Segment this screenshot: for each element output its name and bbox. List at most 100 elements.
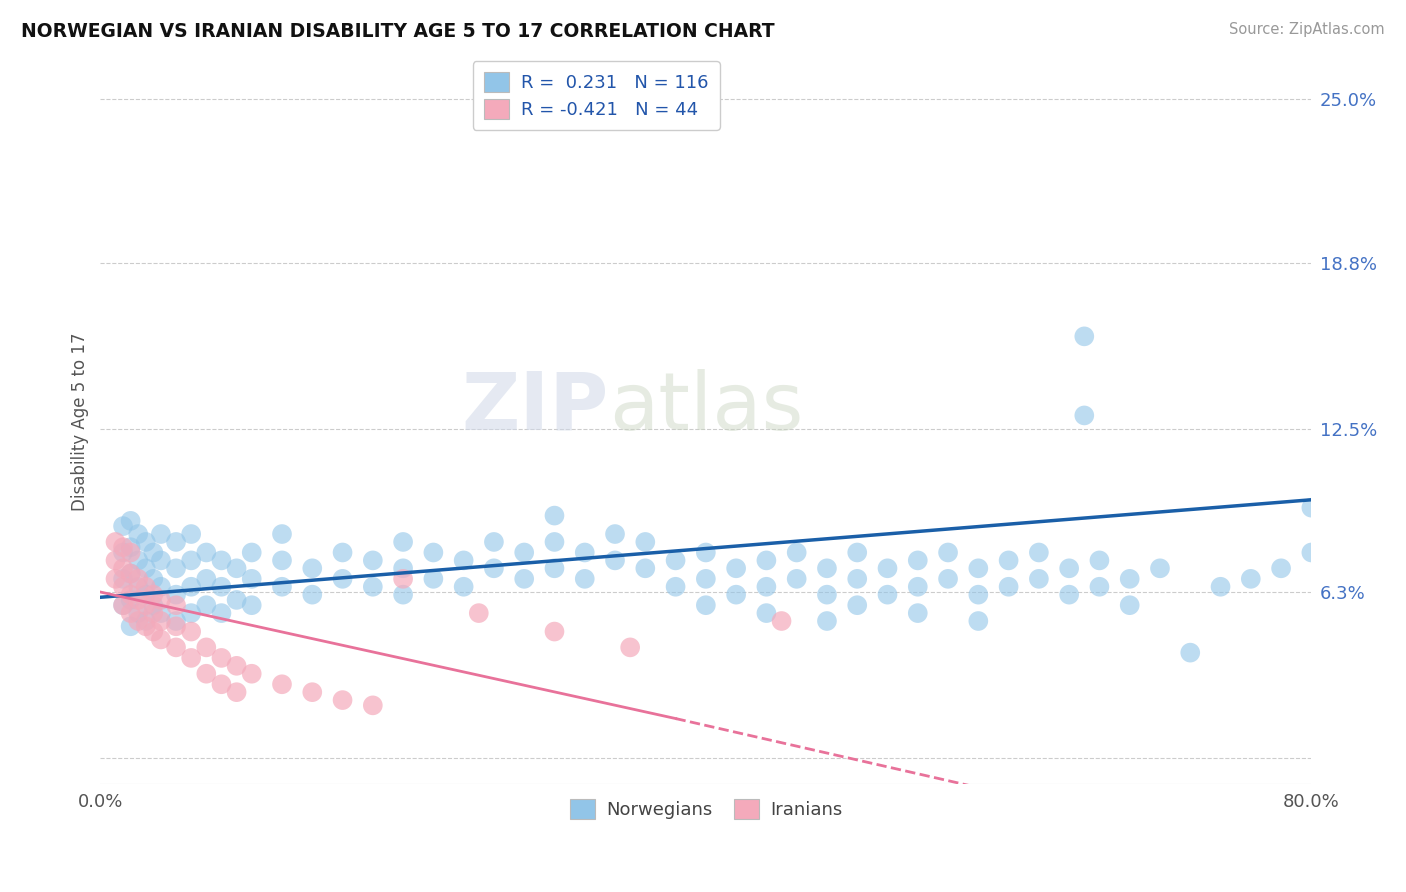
Point <box>271 553 294 567</box>
Point <box>907 553 929 567</box>
Point <box>332 572 354 586</box>
Point <box>301 588 323 602</box>
Point <box>1028 572 1050 586</box>
Point <box>127 606 149 620</box>
Point <box>120 545 142 559</box>
Point <box>815 588 838 602</box>
Point <box>240 598 263 612</box>
Point <box>135 561 157 575</box>
Point <box>997 553 1019 567</box>
Point <box>755 606 778 620</box>
Point <box>135 598 157 612</box>
Text: ZIP: ZIP <box>461 368 609 447</box>
Point <box>482 535 505 549</box>
Point <box>112 572 135 586</box>
Point <box>180 651 202 665</box>
Point <box>135 535 157 549</box>
Point <box>149 580 172 594</box>
Point <box>165 588 187 602</box>
Point <box>120 593 142 607</box>
Point <box>120 588 142 602</box>
Point <box>180 624 202 639</box>
Point <box>165 561 187 575</box>
Point <box>392 588 415 602</box>
Point <box>120 619 142 633</box>
Point <box>936 572 959 586</box>
Point <box>695 598 717 612</box>
Point <box>422 572 444 586</box>
Point <box>695 545 717 559</box>
Point <box>127 572 149 586</box>
Point <box>543 624 565 639</box>
Point <box>127 580 149 594</box>
Point <box>543 535 565 549</box>
Point <box>211 606 233 620</box>
Point <box>392 535 415 549</box>
Point <box>603 527 626 541</box>
Point <box>574 572 596 586</box>
Point <box>1073 329 1095 343</box>
Point <box>149 593 172 607</box>
Point <box>180 527 202 541</box>
Point <box>1057 588 1080 602</box>
Point <box>634 535 657 549</box>
Point <box>211 580 233 594</box>
Point <box>120 566 142 581</box>
Point <box>142 572 165 586</box>
Point <box>1088 580 1111 594</box>
Text: NORWEGIAN VS IRANIAN DISABILITY AGE 5 TO 17 CORRELATION CHART: NORWEGIAN VS IRANIAN DISABILITY AGE 5 TO… <box>21 22 775 41</box>
Point <box>225 685 247 699</box>
Point <box>112 519 135 533</box>
Point <box>755 553 778 567</box>
Point <box>1088 553 1111 567</box>
Point <box>1149 561 1171 575</box>
Point <box>195 545 218 559</box>
Y-axis label: Disability Age 5 to 17: Disability Age 5 to 17 <box>72 333 89 511</box>
Point <box>135 619 157 633</box>
Point <box>1301 545 1323 559</box>
Point <box>195 640 218 655</box>
Point <box>603 553 626 567</box>
Point <box>786 545 808 559</box>
Text: Source: ZipAtlas.com: Source: ZipAtlas.com <box>1229 22 1385 37</box>
Point <box>392 572 415 586</box>
Point <box>271 527 294 541</box>
Point <box>165 640 187 655</box>
Point <box>453 553 475 567</box>
Point <box>332 545 354 559</box>
Point <box>240 572 263 586</box>
Point <box>104 572 127 586</box>
Point <box>165 619 187 633</box>
Point <box>211 651 233 665</box>
Point <box>1118 572 1140 586</box>
Point <box>112 598 135 612</box>
Point <box>755 580 778 594</box>
Legend: Norwegians, Iranians: Norwegians, Iranians <box>562 792 849 826</box>
Point <box>301 561 323 575</box>
Point <box>453 580 475 594</box>
Point <box>907 580 929 594</box>
Point <box>142 588 165 602</box>
Point <box>127 593 149 607</box>
Point <box>725 588 748 602</box>
Point <box>120 606 142 620</box>
Point <box>127 527 149 541</box>
Point <box>180 553 202 567</box>
Point <box>846 572 869 586</box>
Point <box>786 572 808 586</box>
Point <box>664 553 686 567</box>
Point <box>195 598 218 612</box>
Point <box>112 580 135 594</box>
Point <box>142 545 165 559</box>
Point <box>482 561 505 575</box>
Point <box>332 693 354 707</box>
Point <box>112 598 135 612</box>
Point <box>225 593 247 607</box>
Point <box>361 553 384 567</box>
Point <box>271 677 294 691</box>
Point <box>468 606 491 620</box>
Point <box>997 580 1019 594</box>
Point <box>127 553 149 567</box>
Point <box>165 614 187 628</box>
Point <box>513 572 536 586</box>
